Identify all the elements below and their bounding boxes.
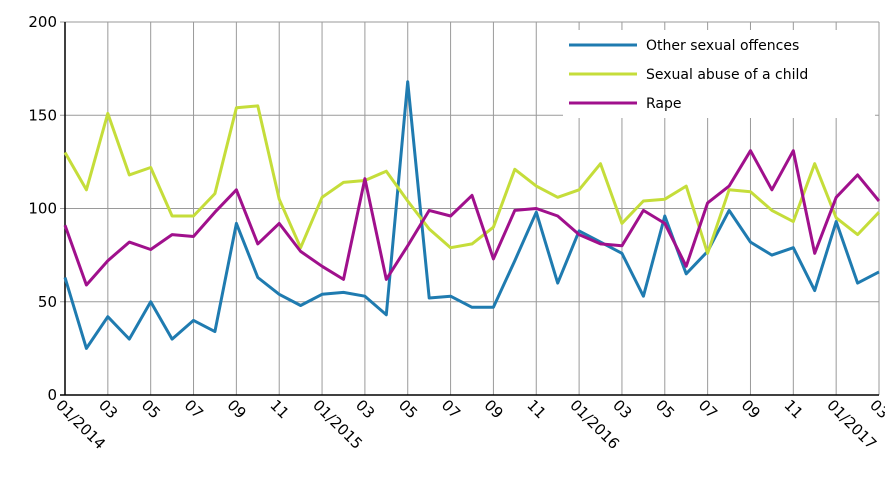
x-tick-label: 09 — [224, 396, 250, 422]
x-tick-label: 07 — [181, 396, 207, 422]
legend-label: Other sexual offences — [646, 38, 799, 54]
x-tick-label: 03 — [609, 396, 635, 422]
x-tick-label: 07 — [438, 396, 464, 422]
x-tick-label: 03 — [866, 396, 885, 422]
x-tick-label: 09 — [738, 396, 764, 422]
series-lines — [63, 80, 881, 350]
legend-label: Sexual abuse of a child — [646, 67, 808, 83]
x-tick-label: 05 — [652, 396, 678, 422]
y-tick-label: 100 — [28, 200, 57, 218]
x-tick-label: 03 — [95, 396, 121, 422]
y-axis-ticks: 0 50 100 150 200 — [28, 13, 57, 404]
series-line — [63, 104, 881, 255]
y-tick-label: 0 — [47, 386, 57, 404]
x-tick-label: 05 — [138, 396, 164, 422]
x-tick-label: 11 — [523, 396, 549, 422]
x-tick-label: 11 — [780, 396, 806, 422]
series-line — [63, 149, 881, 287]
y-tick-label: 50 — [38, 293, 57, 311]
y-tick-label: 150 — [28, 106, 57, 124]
y-tick-label: 200 — [28, 13, 57, 31]
x-tick-label: 03 — [352, 396, 378, 422]
x-tick-label: 09 — [481, 396, 507, 422]
x-tick-label: 11 — [266, 396, 292, 422]
legend: Other sexual offences Sexual abuse of a c… — [563, 30, 875, 118]
x-tick-label: 05 — [395, 396, 421, 422]
legend-label: Rape — [646, 96, 682, 112]
x-tick-label: 07 — [695, 396, 721, 422]
series-line — [63, 80, 880, 350]
